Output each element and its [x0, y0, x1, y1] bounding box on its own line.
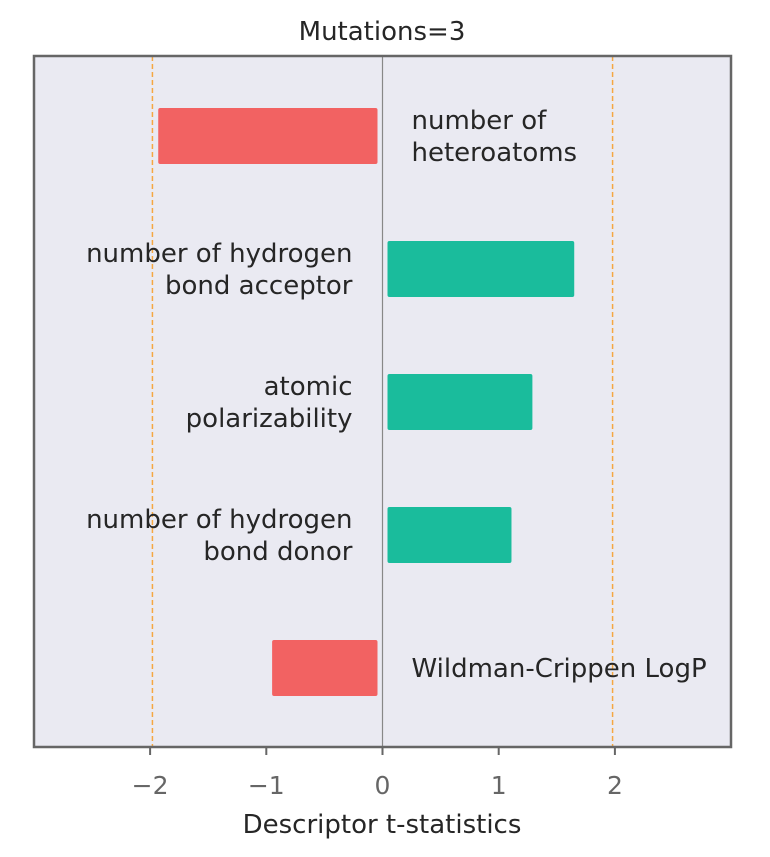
x-axis-ticks: −2 −1 0 1 2 — [132, 747, 623, 800]
bar-label: Wildman-Crippen LogP — [412, 654, 707, 684]
bar-label: number of heteroatoms — [412, 106, 578, 168]
bar — [387, 507, 512, 563]
bar — [272, 640, 378, 696]
chart-title: Mutations=3 — [299, 17, 466, 47]
x-tick-label: 2 — [607, 771, 623, 800]
reference-lines — [151, 56, 614, 747]
bar-label: number of hydrogen bond acceptor — [86, 239, 353, 301]
x-tick-label: 1 — [491, 771, 507, 800]
bar — [158, 108, 378, 164]
bar-label: number of hydrogen bond donor — [86, 505, 353, 567]
bar-label: atomic polarizability — [186, 372, 353, 434]
x-tick-label: −1 — [248, 771, 285, 800]
bar — [387, 241, 575, 297]
bar-labels: number of heteroatoms number of hydrogen bo… — [86, 106, 707, 684]
bars — [158, 108, 575, 696]
x-tick-label: 0 — [375, 771, 391, 800]
x-tick-label: −2 — [132, 771, 169, 800]
x-axis-label: Descriptor t-statistics — [243, 810, 522, 840]
bar — [387, 374, 533, 430]
